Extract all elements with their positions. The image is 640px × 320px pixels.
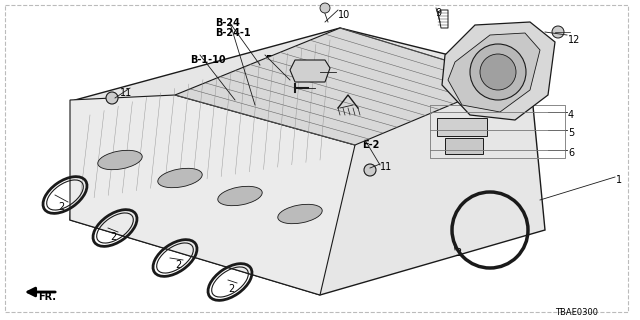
Text: 2: 2 bbox=[228, 284, 234, 294]
Text: B-24: B-24 bbox=[215, 18, 240, 28]
FancyBboxPatch shape bbox=[445, 138, 483, 154]
Text: 11: 11 bbox=[380, 162, 392, 172]
Circle shape bbox=[480, 54, 516, 90]
Polygon shape bbox=[70, 95, 355, 295]
Polygon shape bbox=[442, 22, 555, 120]
Text: 9: 9 bbox=[435, 8, 441, 18]
Text: 5: 5 bbox=[568, 128, 574, 138]
Polygon shape bbox=[290, 60, 330, 82]
Text: E-2: E-2 bbox=[362, 140, 380, 150]
Text: 1: 1 bbox=[616, 175, 622, 185]
Text: E-8: E-8 bbox=[265, 55, 282, 65]
Circle shape bbox=[470, 44, 526, 100]
Ellipse shape bbox=[278, 204, 322, 224]
Text: 2: 2 bbox=[175, 260, 181, 270]
Ellipse shape bbox=[158, 168, 202, 188]
Circle shape bbox=[552, 26, 564, 38]
Text: FR.: FR. bbox=[38, 292, 56, 302]
Text: B-1-10: B-1-10 bbox=[190, 55, 226, 65]
Circle shape bbox=[320, 3, 330, 13]
Text: 12: 12 bbox=[568, 35, 580, 45]
Circle shape bbox=[364, 164, 376, 176]
Polygon shape bbox=[175, 28, 510, 145]
Circle shape bbox=[106, 92, 118, 104]
Text: 2: 2 bbox=[58, 202, 64, 212]
Text: 8: 8 bbox=[313, 88, 319, 98]
Polygon shape bbox=[70, 28, 545, 295]
Text: TBAE0300: TBAE0300 bbox=[555, 308, 598, 317]
Text: B-24-1: B-24-1 bbox=[215, 28, 251, 38]
Ellipse shape bbox=[98, 150, 142, 170]
Text: 7: 7 bbox=[332, 72, 339, 82]
Text: 13: 13 bbox=[352, 105, 364, 115]
Polygon shape bbox=[448, 33, 540, 112]
Text: 10: 10 bbox=[338, 10, 350, 20]
Text: 4: 4 bbox=[568, 110, 574, 120]
Text: 11: 11 bbox=[120, 88, 132, 98]
FancyBboxPatch shape bbox=[437, 118, 487, 136]
Ellipse shape bbox=[218, 186, 262, 206]
Text: 3: 3 bbox=[455, 248, 461, 258]
Text: 2: 2 bbox=[110, 232, 116, 242]
Text: 6: 6 bbox=[568, 148, 574, 158]
